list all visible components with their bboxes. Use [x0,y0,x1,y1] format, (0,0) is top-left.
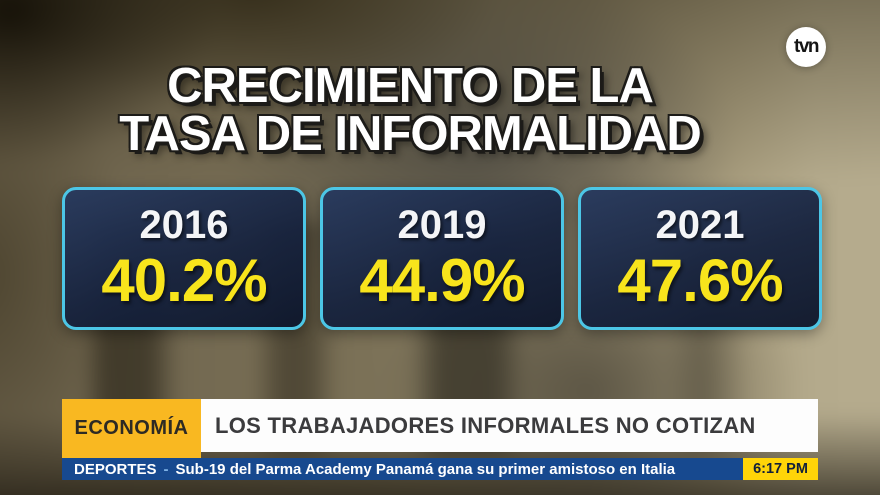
tvn-logo-text: tvn [794,36,820,57]
news-ticker: DEPORTES - Sub-19 del Parma Academy Pana… [62,458,743,480]
ticker-headline: Sub-19 del Parma Academy Panamá gana su … [175,460,676,478]
stat-card-2016: 2016 40.2% [62,187,306,330]
stat-year: 2019 [397,203,487,248]
tvn-logo-icon: tvn [786,27,826,67]
stat-value: 40.2% [101,247,267,315]
stat-year: 2016 [139,203,229,248]
ticker-separator: - [163,460,169,478]
stat-card-2021: 2021 47.6% [578,187,822,330]
stat-value: 44.9% [359,247,525,315]
stat-cards-row: 2016 40.2% 2019 44.9% 2021 47.6% [62,187,822,330]
infographic-title: CRECIMIENTO DE LA TASA DE INFORMALIDAD [0,59,820,161]
stat-value: 47.6% [617,247,783,315]
title-line-1: CRECIMIENTO DE LA [167,59,654,113]
headline-bar: LOS TRABAJADORES INFORMALES NO COTIZAN [201,399,818,452]
stat-card-2019: 2019 44.9% [320,187,564,330]
stat-year: 2021 [655,203,745,248]
clock-badge: 6:17 PM [743,458,818,480]
category-badge: ECONOMÍA [62,399,201,458]
ticker-section-label: DEPORTES [74,460,157,478]
title-line-2: TASA DE INFORMALIDAD [119,107,702,161]
